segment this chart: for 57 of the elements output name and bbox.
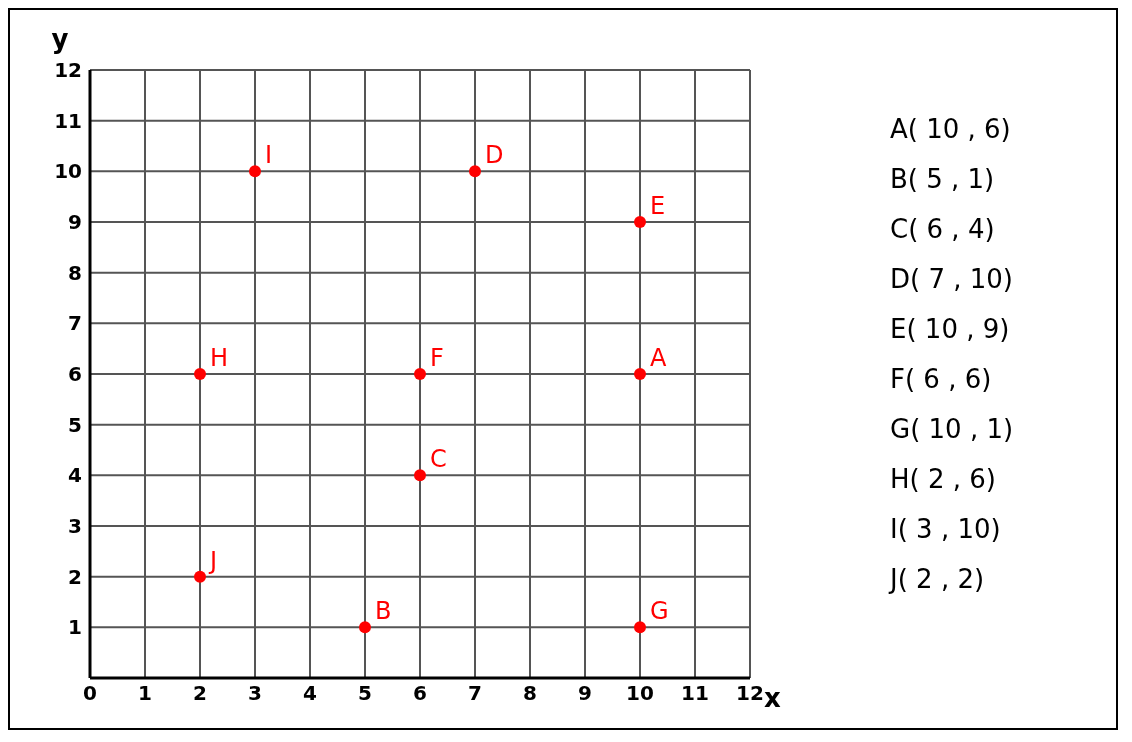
text: G( 10 , 1) (890, 414, 1014, 446)
text: D( 7 , 10) (890, 264, 1014, 296)
x-tick-label: 11 (681, 681, 709, 706)
text: C( 6 , 4) (890, 214, 996, 246)
annotation: J (208, 546, 218, 575)
point (414, 368, 426, 380)
x-tick-label: 7 (468, 681, 482, 706)
x-tick-label: 9 (578, 681, 592, 706)
text: E( 10 , 9) (890, 314, 1011, 346)
point (194, 368, 206, 380)
point (469, 165, 481, 178)
x-tick-label: 3 (248, 681, 262, 706)
x-tick-label: 4 (303, 681, 317, 706)
point (359, 621, 371, 634)
y-axis-title: y (51, 24, 69, 54)
text: J( 2 , 2) (890, 564, 986, 596)
annotation: I (265, 141, 273, 170)
y-tick-label: 2 (68, 564, 82, 589)
x-tick-label: 0 (83, 681, 97, 706)
y-tick-label: 12 (54, 58, 82, 83)
text: I( 3 , 10) (890, 514, 1002, 546)
x-tick-label: 12 (736, 681, 764, 706)
annotation: F (430, 344, 444, 372)
annotation: H (210, 344, 229, 372)
y-tick-label: 8 (68, 260, 82, 285)
y-tick-label: 3 (68, 514, 82, 539)
x-tick-label: 10 (626, 681, 654, 706)
point (249, 165, 261, 178)
text: A( 10 , 6) (890, 114, 1012, 146)
y-tick-label: 11 (54, 108, 82, 133)
y-tick-label: 6 (68, 362, 82, 387)
text: B( 5 , 1) (890, 164, 996, 196)
y-tick-label: 7 (68, 311, 82, 336)
point (634, 621, 646, 634)
point (194, 570, 206, 583)
x-tick-label: 2 (193, 681, 207, 706)
annotation: G (650, 597, 669, 626)
y-tick-label: 1 (68, 615, 82, 640)
y-tick-label: 4 (68, 463, 82, 488)
point (634, 216, 646, 228)
x-tick-label: 8 (523, 681, 537, 706)
point (414, 469, 426, 482)
text: F( 6 , 6) (890, 364, 993, 396)
x-tick-label: 6 (413, 681, 427, 706)
x-tick-label: 5 (358, 681, 372, 706)
y-tick-label: 10 (54, 159, 82, 184)
y-tick-label: 5 (68, 412, 82, 437)
annotation: C (430, 445, 447, 474)
x-axis-title: x (764, 683, 781, 714)
annotation: A (650, 344, 667, 372)
point (634, 368, 646, 380)
text: H( 2 , 6) (890, 464, 997, 496)
annotation: E (650, 192, 666, 220)
annotation: B (375, 597, 392, 626)
annotation: D (485, 141, 504, 170)
y-tick-label: 9 (68, 210, 82, 235)
x-tick-label: 1 (138, 681, 152, 706)
